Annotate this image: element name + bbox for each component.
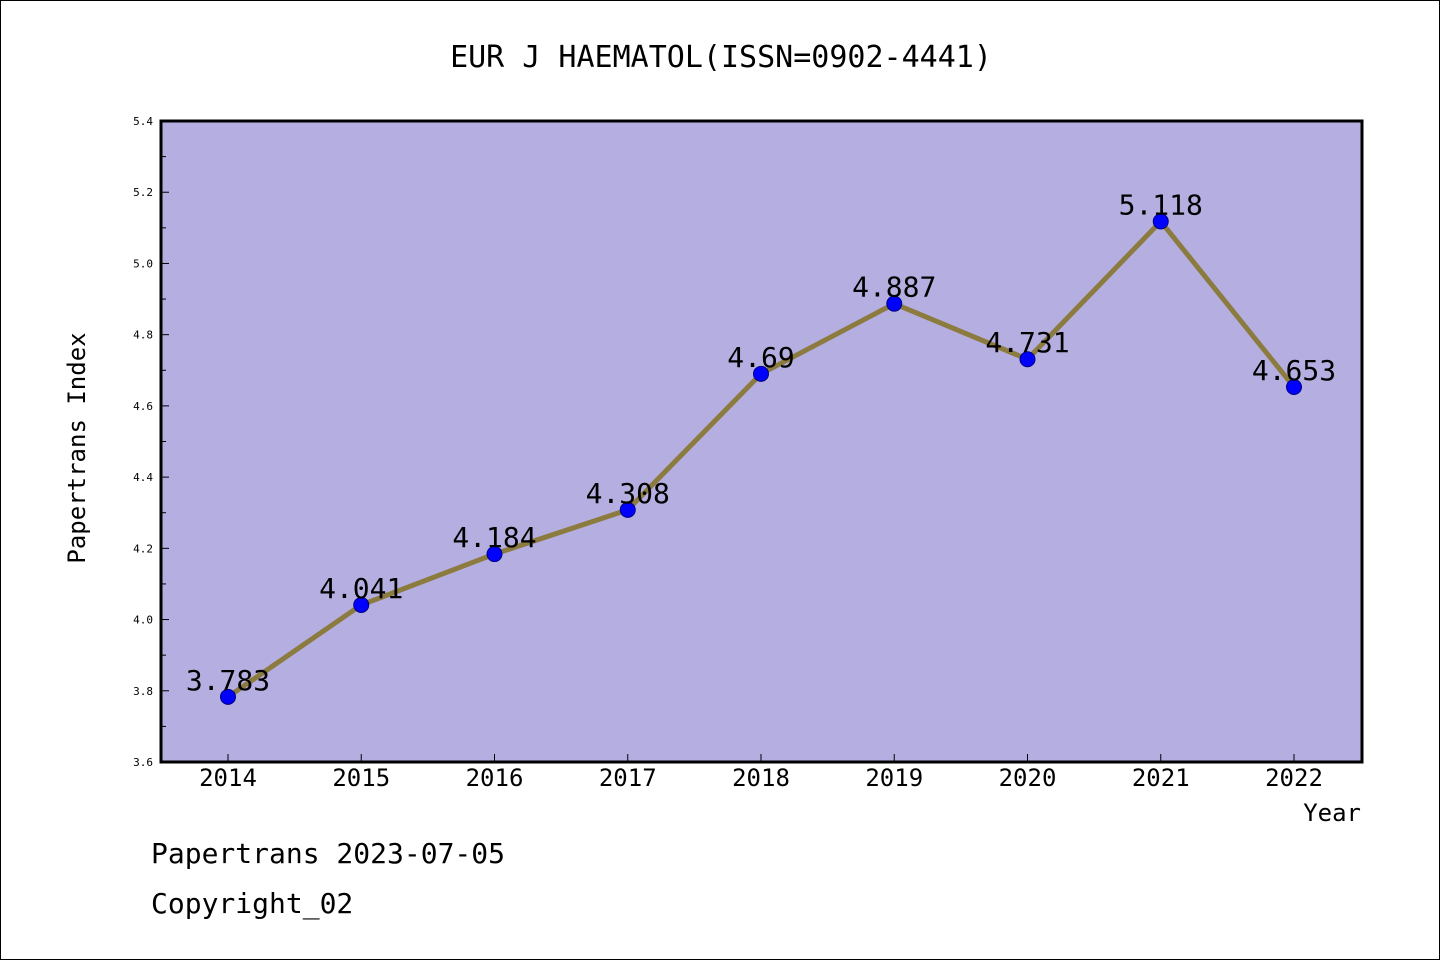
series-layer: 3.783 4.041 4.184 4.308 4.69 4.887 4.731 5.118 4… (186, 188, 1336, 705)
data-point (1019, 351, 1036, 368)
x-tick-label: 2020 (999, 764, 1057, 792)
y-axis-label: Papertrans Index (63, 332, 91, 563)
data-label: 4.69 (727, 341, 794, 374)
y-tick-label: 3.8 (133, 685, 153, 698)
data-label: 4.184 (452, 521, 536, 554)
x-tick-label: 2022 (1265, 764, 1323, 792)
x-axis-label: Year (1303, 799, 1361, 827)
y-tick-label: 5.4 (133, 115, 153, 128)
data-label: 4.731 (985, 326, 1069, 359)
data-point (1286, 379, 1302, 396)
y-tick-label: 4.2 (133, 542, 153, 555)
x-axis: 2014 2015 2016 2017 2018 2019 2020 2021 2022 (199, 754, 1323, 792)
y-tick-label: 5.2 (133, 186, 153, 199)
data-label: 4.041 (319, 572, 403, 605)
y-tick-label: 4.0 (133, 614, 153, 627)
data-point (353, 596, 370, 613)
x-tick-label: 2014 (199, 764, 257, 792)
data-label: 3.783 (186, 664, 270, 697)
data-label: 5.118 (1119, 188, 1203, 221)
y-axis: 3.6 3.8 4.0 4.2 4.4 4.6 4.8 5.0 5.2 5.4 (133, 115, 169, 769)
x-tick-label: 2018 (732, 764, 790, 792)
x-tick-label: 2016 (466, 764, 524, 792)
y-tick-label: 3.6 (133, 756, 153, 769)
plot-border (159, 119, 1364, 764)
chart-title: EUR J HAEMATOL(ISSN=0902-4441) (450, 40, 992, 75)
data-point (1152, 213, 1169, 230)
y-tick-label: 5.0 (133, 257, 153, 270)
x-tick-label: 2015 (332, 764, 390, 792)
y-tick-label: 4.8 (133, 329, 153, 342)
x-tick-label: 2021 (1132, 764, 1190, 792)
x-tick-label: 2019 (865, 764, 923, 792)
y-tick-label: 4.6 (133, 400, 153, 413)
data-point (486, 546, 503, 563)
data-label: 4.308 (586, 477, 670, 510)
data-point (220, 688, 236, 705)
x-tick-label: 2017 (599, 764, 657, 792)
footer-source: Papertrans 2023-07-05 (151, 837, 506, 870)
data-point (886, 295, 903, 312)
data-point (753, 365, 769, 382)
data-label: 4.887 (852, 271, 936, 304)
y-tick-label: 4.4 (133, 471, 153, 484)
data-label: 4.653 (1252, 354, 1336, 387)
data-point (619, 501, 636, 518)
footer-copyright: Copyright_02 (151, 887, 354, 920)
